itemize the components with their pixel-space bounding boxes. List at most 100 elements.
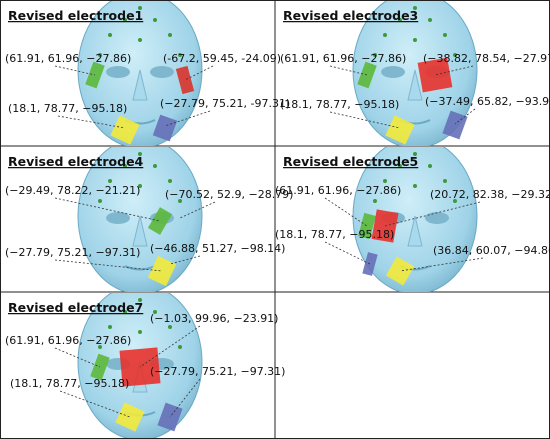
eye [150,66,174,78]
dot [453,199,457,203]
dot [413,152,417,156]
coordinate-label: (61.91, 61.96, −27.86) [5,334,131,347]
panel-title: Revised electrode3 [283,8,418,23]
dot [413,6,417,10]
nose [407,215,423,247]
dot [153,310,157,314]
dot [428,164,432,168]
nose [132,215,148,247]
electrode [110,115,140,145]
eye [425,212,449,224]
panel-title: Revised electrode1 [8,8,143,23]
panel: Revised electrode4 (−29.49, 78.22, −21.21… [5,147,293,292]
dot [123,18,127,22]
eye [381,66,405,78]
nose [132,69,148,101]
face [77,1,203,146]
electrode [357,61,377,89]
mouth [124,265,156,271]
dot [413,38,417,42]
dot [138,330,142,334]
dot [398,164,402,168]
dot [153,18,157,22]
dot [428,18,432,22]
dot [383,179,387,183]
electrode [175,65,195,95]
electrode [115,402,145,432]
dot [373,53,377,57]
face [352,1,478,146]
dot [138,6,142,10]
panel: Revised electrode1 (61.91, 61.96, −27.86)… [5,1,290,146]
electrode [362,252,378,276]
coordinate-label: (61.91, 61.96, −27.86) [275,184,401,197]
coordinate-label: (18.1, 78.77, −95.18) [8,102,127,115]
leader-line [54,197,161,222]
coordinate-label: (18.1, 78.77, −95.18) [280,98,399,111]
coordinate-label: (36.84, 60.07, −94.86) [433,244,550,257]
coordinate-label: (−29.49, 78.22, −21.21) [5,184,140,197]
dot [168,325,172,329]
coordinate-label: (20.72, 82.38, −29.32) [430,188,550,201]
coordinate-label: (−27.79, 75.21, -97.31) [160,97,290,110]
coordinate-label: (61.91, 61.96, −27.86) [5,52,131,65]
electrode [147,207,173,235]
leader-line [139,325,201,368]
dot [138,298,142,302]
coordinate-label: (−38.82, 78.54, −27.97) [423,52,550,65]
coordinate-label: (−46.88, 51.27, −98.14) [150,242,285,255]
dot [108,179,112,183]
dot [98,345,102,349]
leader-line [179,201,216,219]
dot [373,199,377,203]
coordinate-label: (−70.52, 52.9, −28.79) [165,188,293,201]
coordinate-label: (-67.2, 59.45, -24.09) [163,52,281,65]
dot [413,184,417,188]
leader-line [384,201,481,227]
leader-line [169,378,201,418]
dot [153,164,157,168]
dot [98,199,102,203]
dot [108,33,112,37]
dot [168,33,172,37]
leader-line [454,108,476,125]
dot [178,53,182,57]
coordinate-label: (−27.79, 75.21, −97.31) [5,246,140,259]
dot [398,18,402,22]
coordinate-label: (18.1, 78.77, −95.18) [10,377,129,390]
eye [106,212,130,224]
panel: Revised electrode7 (−1.03, 99.96, −23.91)… [5,293,285,438]
panel: Revised electrode3 (61.91, 61.96, −27.86)… [280,1,550,146]
panel-title: Revised electrode7 [8,300,143,315]
electrode [147,255,177,287]
leader-line [184,65,214,81]
dot [138,152,142,156]
panel-title: Revised electrode5 [283,154,418,169]
coordinate-label: (−27.79, 75.21, −97.31) [150,365,285,378]
dot [98,53,102,57]
dot [108,325,112,329]
coordinate-label: (18.1, 78.77, −95.18) [275,228,394,241]
dot [138,184,142,188]
dot [168,179,172,183]
electrode [152,114,178,142]
dot [178,199,182,203]
dot [123,164,127,168]
electrode [417,57,453,93]
coordinate-label: (−37.49, 65.82, −93.9) [425,95,550,108]
coordinate-label: (61.91, 61.96, −27.86) [280,52,406,65]
leader-line [54,259,163,272]
nose [407,69,423,101]
leader-line [54,65,96,76]
face [352,147,478,292]
leader-line [59,390,131,418]
dot [123,310,127,314]
dot [443,33,447,37]
leader-line [54,347,101,368]
dot [453,53,457,57]
face [77,147,203,292]
panel-title: Revised electrode4 [8,154,144,169]
dot [138,38,142,42]
